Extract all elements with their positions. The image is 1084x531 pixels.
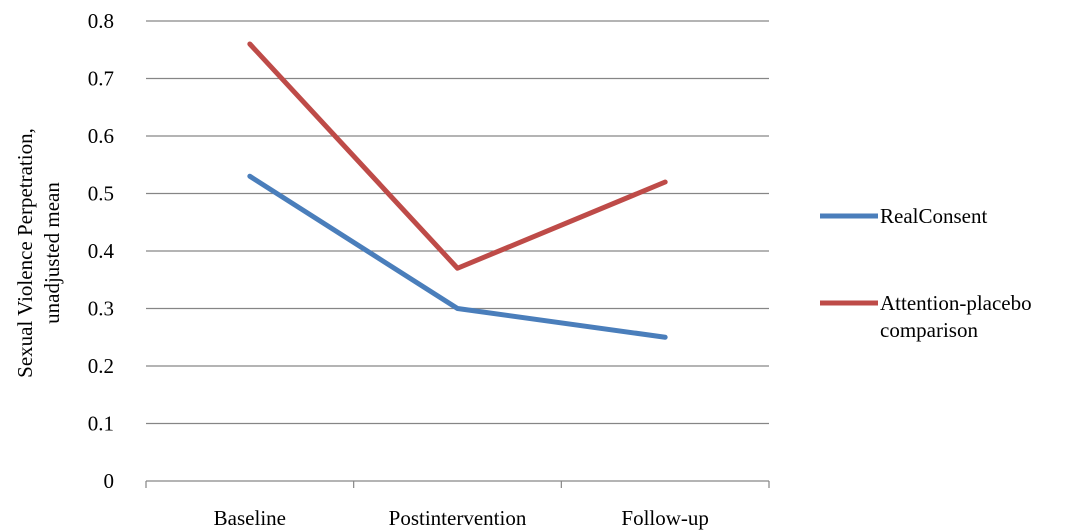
- y-axis-label: Sexual Violence Perpetration, unadjusted …: [13, 128, 64, 378]
- series-lines: [247, 41, 668, 340]
- legend: RealConsent Attention-placebo comparison: [820, 204, 1032, 342]
- y-tick-label: 0.5: [88, 182, 114, 206]
- y-axis-tick-labels: 0 0.1 0.2 0.3 0.4 0.5 0.6 0.7 0.8: [88, 9, 115, 493]
- series-line-2: [247, 41, 668, 271]
- gridlines: [146, 20, 769, 482]
- x-axis-tick-labels: Baseline Postintervention Follow-up: [145, 481, 770, 530]
- y-axis-label-line: Sexual Violence Perpetration,: [13, 128, 37, 378]
- y-axis-label-line: unadjusted mean: [40, 182, 64, 324]
- y-tick-label: 0: [104, 469, 115, 493]
- legend-label: Attention-placebo comparison: [880, 291, 1032, 342]
- legend-label: RealConsent: [880, 204, 987, 228]
- y-tick-label: 0.7: [88, 67, 114, 91]
- y-tick-label: 0.8: [88, 9, 114, 33]
- y-tick-label: 0.4: [88, 239, 115, 263]
- legend-label-line: RealConsent: [880, 204, 987, 228]
- y-tick-label: 0.3: [88, 297, 114, 321]
- x-tick-label: Follow-up: [621, 506, 709, 530]
- x-tick-label: Baseline: [214, 506, 286, 530]
- x-tick-label: Postintervention: [389, 506, 527, 530]
- series-line-1: [247, 173, 668, 340]
- y-tick-label: 0.2: [88, 354, 114, 378]
- y-tick-label: 0.1: [88, 412, 114, 436]
- legend-label-line: comparison: [880, 318, 978, 342]
- legend-label-line: Attention-placebo: [880, 291, 1032, 315]
- y-tick-label: 0.6: [88, 124, 114, 148]
